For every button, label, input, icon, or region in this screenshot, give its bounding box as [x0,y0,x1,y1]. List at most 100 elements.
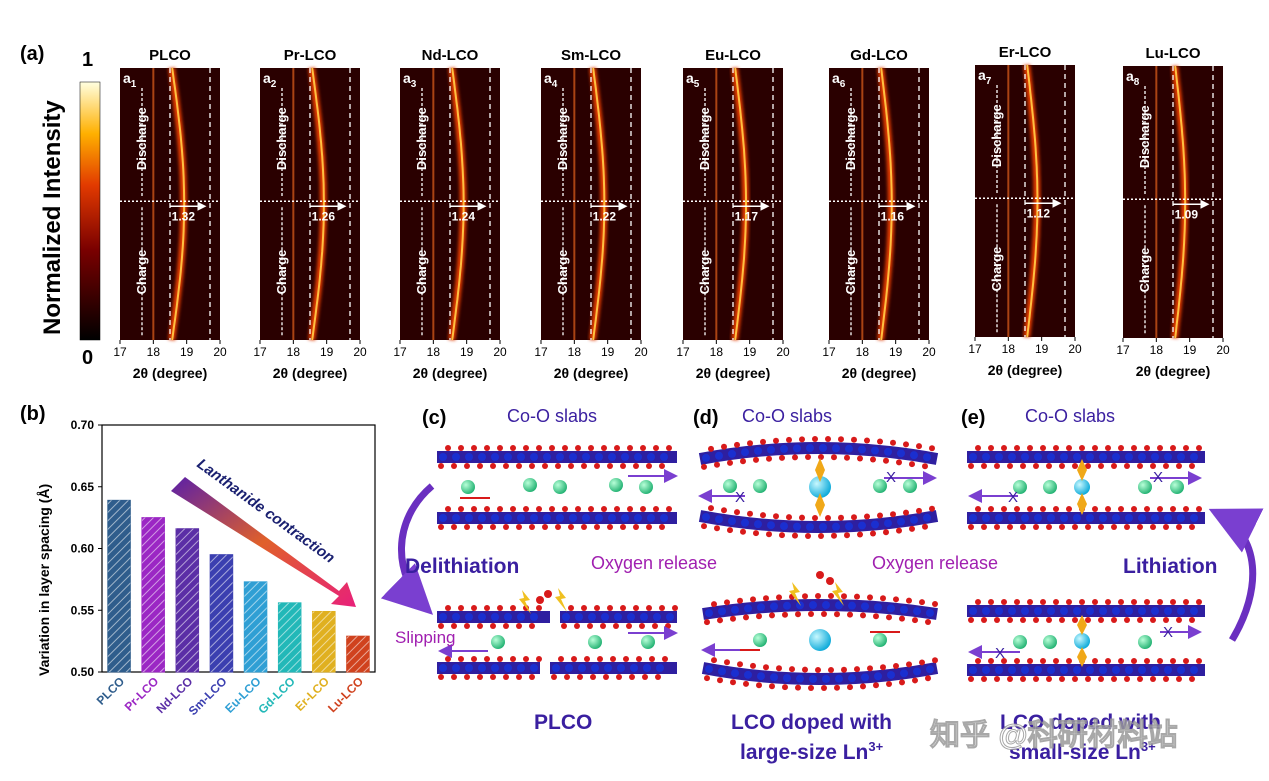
co-atom [728,449,736,458]
co-atom [874,603,882,612]
slab-d-top-2 [698,505,939,539]
x-tick-label: 19 [320,345,334,359]
oxygen-atom [792,532,798,539]
lithium-ion [1013,635,1027,649]
oxygen-atom [981,676,987,682]
co-atom [1112,666,1120,674]
oxygen-atom [1059,676,1065,682]
oxygen-atom [451,623,457,629]
oxygen-atom [458,506,464,512]
oxygen-atom [627,506,633,512]
x-axis-label: 2θ (degree) [1136,363,1210,379]
oxygen-atom [1085,463,1091,469]
oxygen-atom [1059,617,1065,623]
co-atom [452,613,460,621]
oxygen-atom [838,514,844,521]
co-atom [1138,514,1146,522]
x-tick-label: 20 [1216,343,1230,357]
oxygen-atom [909,525,915,532]
y-tick-label: 0.70 [71,418,95,432]
charge-label: Charge [1137,248,1152,293]
discharge-label: Discharge [134,107,149,170]
discharge-label: Discharge [989,104,1004,167]
oxygen-atom [666,445,672,451]
oxygen-atom [1098,524,1104,530]
co-atom [822,674,830,683]
oxygen-atom [607,524,613,530]
caption-d-line2-text: large-size Ln [740,741,868,764]
oxygen-atom [1105,599,1111,605]
co-atom [1164,453,1172,461]
oxygen-atom [1066,599,1072,605]
co-atom [848,674,856,683]
co-atom [1034,514,1042,522]
oxygen-atom [1150,676,1156,682]
co-atom [660,514,668,522]
bar-hatch [210,554,233,672]
oxygen-atom [802,666,808,673]
oxygen-atom [932,600,938,607]
oxygen-atom [708,505,714,512]
oxygen-atom [844,532,850,539]
oxygen-atom [623,656,629,662]
co-atom [770,602,778,611]
slab-c-bot-1a [437,605,550,629]
oxygen-atom [1163,617,1169,623]
co-atom [439,613,447,621]
oxygen-atom [451,524,457,530]
subplot-label-letter: a [978,67,986,83]
oxygen-atom [607,605,613,611]
oxygen-atom [445,506,451,512]
oxygen-atom [818,454,824,461]
panel-b-label: (b) [20,403,46,425]
oxygen-atom [581,605,587,611]
released-oxygen [536,596,544,604]
subplot-label-index: 8 [1134,77,1140,88]
oxygen-atom [655,674,661,680]
oxygen-atom [756,613,762,620]
oxygen-atom [588,445,594,451]
oxygen-atom [1196,445,1202,451]
co-atom [1177,514,1185,522]
slab-c-bot-2b [550,656,677,680]
oxygen-atom [1046,617,1052,623]
oxygen-atom [1144,658,1150,664]
oxygen-atom [1170,658,1176,664]
oxygen-atom [1118,658,1124,664]
caption-d-sup: 3+ [868,739,883,754]
subplot-label-letter: a [123,70,131,86]
co-atom [783,601,791,610]
charge-label: Charge [134,250,149,295]
oxygen-atom [867,594,873,601]
oxygen-atom [1170,506,1176,512]
oxygen-atom [753,456,759,463]
co-atom [822,601,830,610]
oxygen-atom [1176,617,1182,623]
oxygen-atom [484,445,490,451]
co-atom [819,522,827,531]
pillar-bottom [815,493,825,517]
co-atom [504,664,512,672]
oxygen-atom [877,438,883,445]
lightning-icon [555,588,567,612]
oxygen-atom [1111,524,1117,530]
oxygen-atom [1014,658,1020,664]
oxygen-atom [1124,617,1130,623]
co-atom [1073,514,1081,522]
oxygen-atom [870,530,876,537]
oxygen-atom [1027,506,1033,512]
oxygen-atom [646,605,652,611]
blocked-mark: X [995,645,1005,662]
slab-e-bot-2 [967,658,1205,682]
lithium-ion [1170,480,1184,494]
shift-value: 1.22 [593,209,617,223]
oxygen-atom [1014,506,1020,512]
co-atom [1086,666,1094,674]
subplot-label-index: 2 [271,79,277,90]
oxygen-atom [627,445,633,451]
bar-Gd-LCO [277,602,302,673]
oxygen-atom [451,674,457,680]
oxygen-atom [1189,617,1195,623]
co-atom [995,514,1003,522]
oxygen-atom [922,523,928,530]
